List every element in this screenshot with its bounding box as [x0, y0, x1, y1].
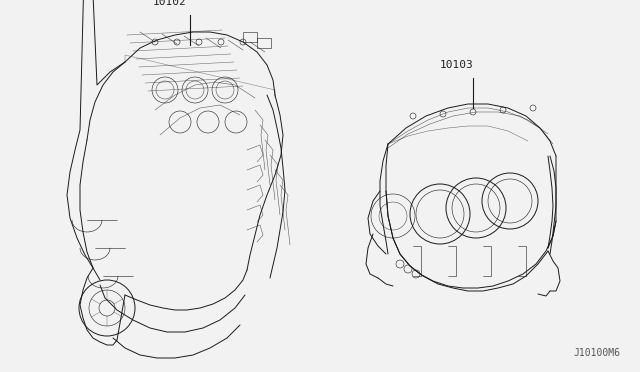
Text: 10102: 10102	[153, 0, 187, 7]
Text: 10103: 10103	[440, 60, 474, 70]
Text: J10100M6: J10100M6	[573, 348, 620, 358]
